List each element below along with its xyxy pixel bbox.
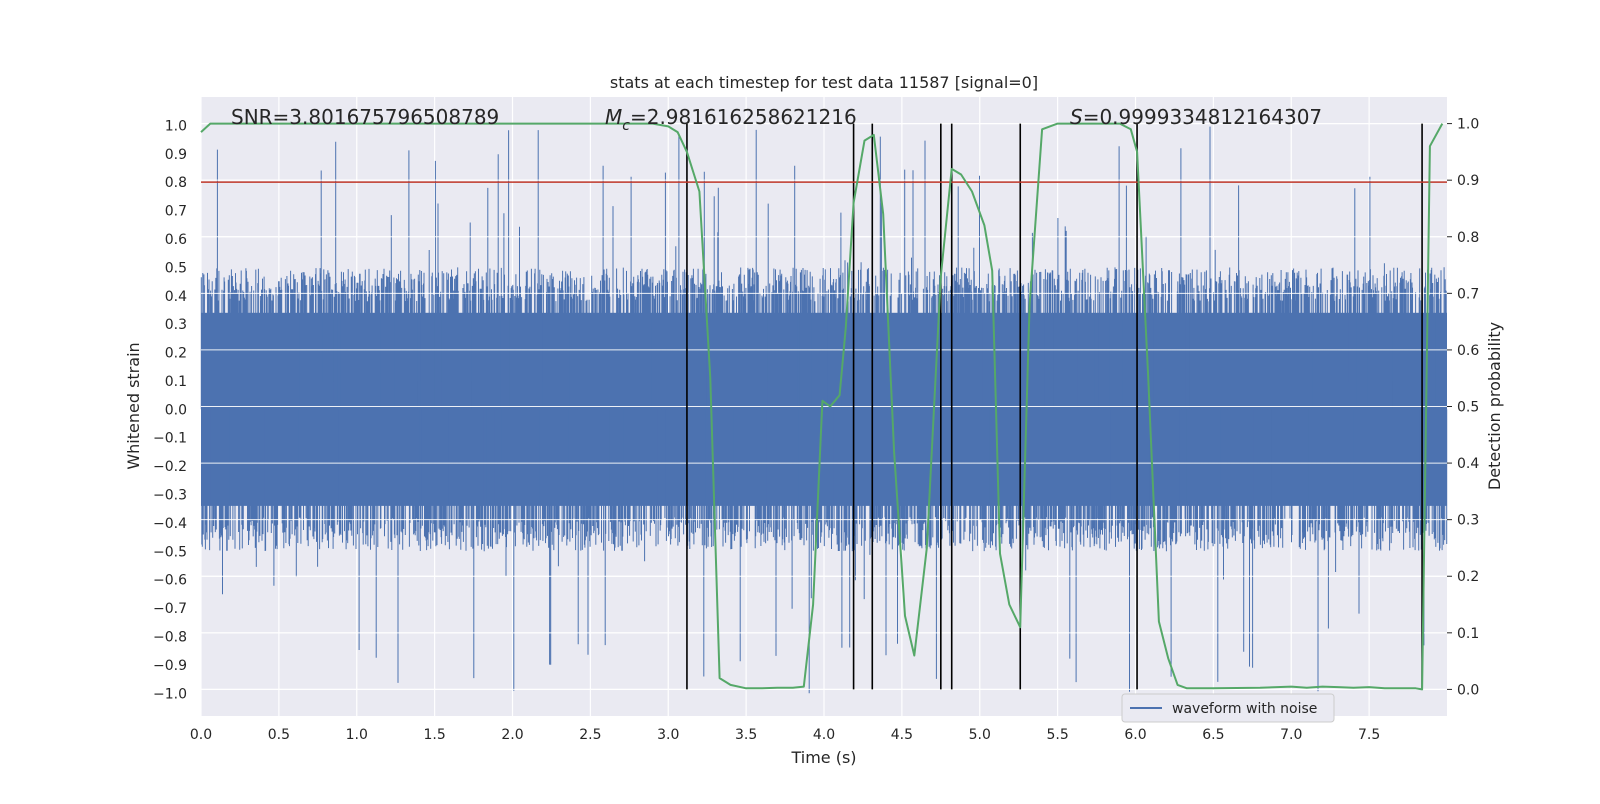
y-tick-label: 0.8 [165, 175, 187, 191]
mc-subscript: c [622, 118, 630, 134]
legend: waveform with noise [1121, 693, 1335, 723]
y-axis-label: Whitened strain [124, 342, 143, 469]
y-tick-label: −0.2 [153, 459, 187, 475]
y-tick-label: 0.0 [165, 402, 187, 418]
probability-series [200, 122, 1444, 691]
y-tick-label: 0.2 [165, 346, 187, 362]
y2-tick-label: 0.2 [1457, 569, 1479, 585]
y2-tick-label: 0.4 [1457, 456, 1479, 472]
y-tick-label: −0.9 [153, 658, 187, 674]
axes: 0.0 0.5 1.0 1.5 2.0 2.5 3.0 3.5 4.0 4.5 5.0 5.5 6.0 6… [153, 117, 1479, 743]
y-tick-label: −1.0 [153, 686, 187, 702]
y-tick-label: 0.9 [165, 147, 187, 163]
x-tick-label: 6.0 [1124, 727, 1146, 743]
x-tick-label: 4.0 [813, 727, 835, 743]
y-tick-label: 1.0 [165, 118, 187, 134]
y2-tick-label: 1.0 [1457, 117, 1479, 133]
y2-tick-label: 0.1 [1457, 626, 1479, 642]
y-tick-label: 0.1 [165, 374, 187, 390]
y-tick-label: −0.5 [153, 544, 187, 560]
x-tick-label: 6.5 [1202, 727, 1224, 743]
x-tick-label: 1.0 [346, 727, 368, 743]
y-tick-label: −0.6 [153, 573, 187, 589]
y-tick-label: 0.5 [165, 260, 187, 276]
y2-tick-label: 0.5 [1457, 400, 1479, 416]
vertical-markers [686, 123, 1423, 690]
waveform-line [200, 126, 1448, 694]
chart-title: stats at each timestep for test data 115… [610, 73, 1038, 92]
legend-label-waveform: waveform with noise [1172, 701, 1317, 717]
mc-value: =2.981616258621216 [630, 105, 857, 129]
x-tick-label: 1.5 [423, 727, 445, 743]
x-tick-label: 7.0 [1280, 727, 1302, 743]
y-tick-label: 0.3 [165, 317, 187, 333]
mc-symbol: M [605, 105, 622, 129]
y-tick-label: −0.8 [153, 629, 187, 645]
y-tick-label: −0.7 [153, 601, 187, 617]
y-tick-label: −0.4 [153, 516, 187, 532]
y2-tick-label: 0.6 [1457, 343, 1479, 359]
x-tick-label: 5.0 [969, 727, 991, 743]
y2-tick-label: 0.3 [1457, 513, 1479, 529]
x-tick-label: 3.0 [657, 727, 679, 743]
y-tick-label: 0.4 [165, 289, 187, 305]
y2-tick-label: 0.9 [1457, 173, 1479, 189]
x-tick-label: 7.5 [1358, 727, 1380, 743]
s-symbol: S [1070, 105, 1083, 129]
legend-box [1121, 693, 1335, 723]
x-tick-label: 2.5 [579, 727, 601, 743]
y-tick-label: −0.1 [153, 431, 187, 447]
x-tick-label: 0.5 [268, 727, 290, 743]
x-tick-label: 3.5 [735, 727, 757, 743]
s-value: =0.9999334812164307 [1083, 105, 1322, 129]
snr-annotation: SNR=3.801675796508789 [231, 105, 499, 129]
x-tick-label: 4.5 [891, 727, 913, 743]
s-annotation: S=0.9999334812164307 [1070, 105, 1322, 129]
waveform-series [200, 123, 1448, 694]
y-tick-label: 0.6 [165, 232, 187, 248]
x-tick-label: 0.0 [190, 727, 212, 743]
x-axis-label: Time (s) [790, 748, 856, 767]
y2-tick-label: 0.0 [1457, 682, 1479, 698]
probability-line [200, 122, 1444, 691]
y2-tick-label: 0.7 [1457, 286, 1479, 302]
y2-axis-label: Detection probability [1485, 322, 1504, 490]
y-tick-label: −0.3 [153, 488, 187, 504]
x-tick-label: 2.0 [501, 727, 523, 743]
mc-annotation: Mc=2.981616258621216 [605, 105, 857, 134]
x-tick-label: 5.5 [1046, 727, 1068, 743]
y2-tick-label: 0.8 [1457, 230, 1479, 246]
y-tick-label: 0.7 [165, 204, 187, 220]
